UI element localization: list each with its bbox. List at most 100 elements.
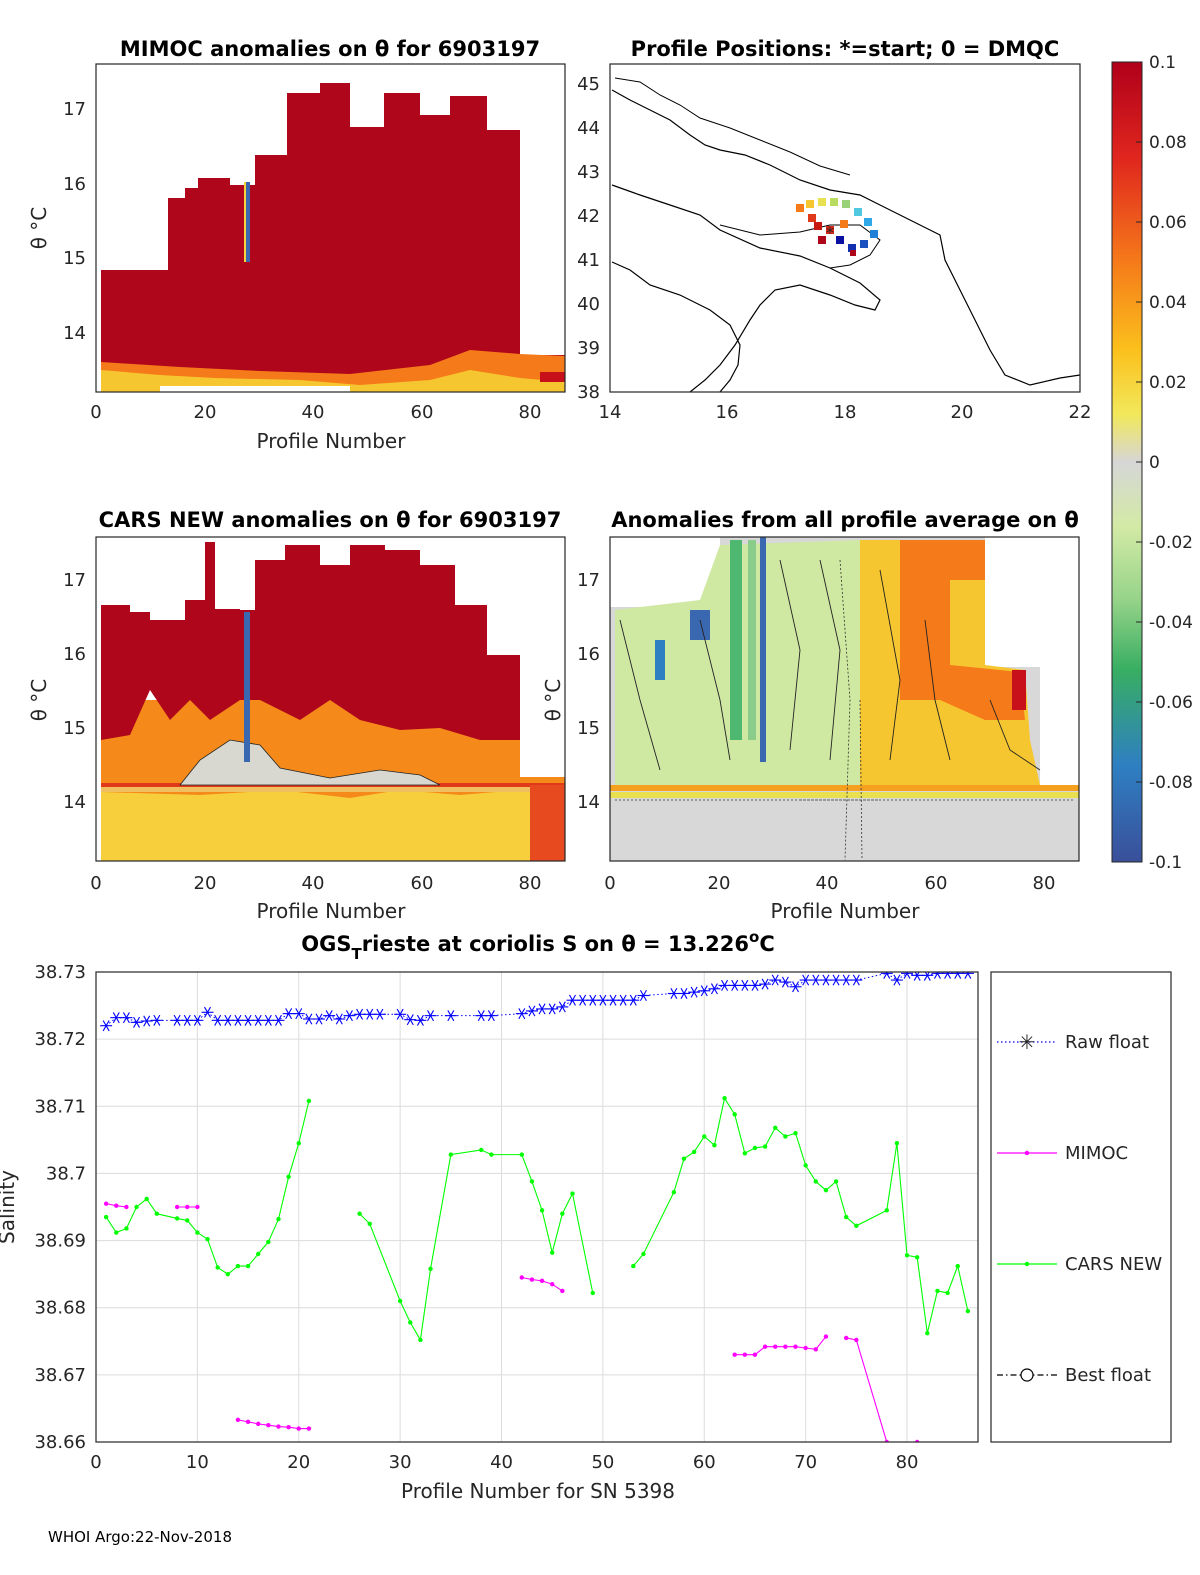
salinity-title-subscript: T — [351, 945, 362, 963]
raw-float-point — [313, 1013, 326, 1025]
mimoc-point — [823, 1334, 829, 1339]
raw-float-point — [840, 974, 853, 986]
positions-xtick: 22 — [1069, 402, 1092, 423]
cars-new-point — [134, 1204, 139, 1210]
mimoc-line — [734, 1336, 827, 1356]
mimoc-ytick: 15 — [63, 248, 86, 269]
cars-white-gap — [101, 537, 126, 605]
cars-new-point — [742, 1151, 748, 1156]
raw-float-point — [738, 979, 751, 991]
raw-float-point — [890, 974, 903, 986]
profile-marker — [796, 204, 804, 212]
cars-white-gap — [215, 537, 255, 609]
colorbar-tick-label: 0.04 — [1149, 293, 1187, 313]
raw-float-point — [698, 985, 711, 997]
mimoc-point — [306, 1426, 312, 1431]
profile-marker — [840, 220, 848, 228]
mimoc-point — [550, 1282, 555, 1287]
cars-new-line — [632, 1096, 969, 1334]
cars-new-point — [681, 1156, 687, 1161]
raw-float-point — [718, 979, 731, 991]
raw-float-point — [150, 1014, 163, 1026]
raw-float-point — [728, 979, 741, 991]
avg-blue-strip — [760, 537, 766, 762]
raw-float-point — [809, 974, 822, 986]
mimoc-point — [174, 1204, 180, 1210]
salinity-ytick: 38.71 — [34, 1096, 86, 1117]
mimoc-point — [560, 1288, 565, 1294]
colorbar-tick-label: 0.02 — [1149, 373, 1187, 393]
cars-deep-red-block — [530, 785, 565, 861]
raw-float-point — [323, 1010, 336, 1022]
raw-float-point — [515, 1008, 528, 1020]
cars-new-point — [529, 1179, 535, 1184]
colorbar-tick-label: -0.04 — [1149, 613, 1193, 633]
cars-new-point — [195, 1230, 200, 1235]
positions-map: * — [611, 77, 1080, 392]
mimoc-warm-field — [101, 73, 565, 392]
salinity-ytick: 38.72 — [34, 1029, 86, 1050]
positions-ytick: 39 — [577, 338, 600, 359]
cars-new-point — [904, 1253, 910, 1258]
cars-white-gap — [520, 537, 565, 777]
cars-axes-frame — [95, 536, 566, 862]
salinity-xtick: 70 — [794, 1452, 817, 1473]
raw-float-point — [586, 994, 599, 1006]
raw-float-point — [607, 994, 620, 1006]
profile-marker — [854, 208, 862, 216]
mimoc-point — [276, 1424, 281, 1429]
profile-marker — [842, 200, 850, 208]
cars-new-point — [833, 1179, 839, 1184]
cars-new-line — [105, 1100, 310, 1275]
cars-new-point — [408, 1320, 413, 1325]
profile-marker — [860, 240, 868, 248]
raw-float-point — [779, 976, 792, 988]
raw-float-point — [181, 1014, 194, 1026]
profile-marker — [808, 214, 816, 222]
mimoc-panel: MIMOC anomalies on θ for 6903197 0 20 40… — [27, 37, 566, 453]
avg-white-area — [985, 537, 1079, 667]
mimoc-point — [529, 1277, 535, 1282]
mimoc-point — [773, 1344, 778, 1349]
cars-xtick: 60 — [411, 873, 434, 894]
salinity-ytick: 38.68 — [34, 1298, 86, 1319]
avg-ytick: 15 — [577, 718, 600, 739]
cars-new-point — [914, 1255, 920, 1260]
raw-float-point — [678, 987, 690, 999]
series-mimoc — [103, 1201, 920, 1442]
mimoc-point — [114, 1203, 119, 1208]
cars-new-point — [114, 1230, 119, 1235]
mimoc-point — [256, 1421, 261, 1427]
raw-float-point — [789, 981, 802, 993]
profile-marker — [830, 198, 838, 206]
mimoc-point — [266, 1423, 271, 1428]
mimoc-title: MIMOC anomalies on θ for 6903197 — [120, 37, 540, 61]
cars-new-point — [235, 1263, 241, 1269]
cars-new-point — [489, 1152, 494, 1157]
raw-float-point — [211, 1014, 224, 1026]
cars-new-point — [560, 1211, 565, 1216]
salinity-title: OGSTrieste at coriolis S on θ = 13.226oC — [301, 928, 774, 963]
profile-marker — [818, 198, 826, 206]
cars-new-point — [519, 1152, 524, 1157]
mimoc-bottom-white — [160, 386, 350, 392]
cars-new-point — [479, 1147, 484, 1153]
profile-marker — [836, 236, 844, 244]
raw-float-point — [901, 972, 914, 979]
mimoc-point — [103, 1201, 109, 1206]
salinity-ytick: 38.73 — [34, 962, 86, 983]
raw-float-point — [414, 1014, 427, 1026]
cars-new-point — [925, 1331, 930, 1336]
cars-new-point — [935, 1288, 940, 1294]
cars-new-point — [691, 1149, 697, 1155]
raw-float-point — [880, 972, 893, 979]
salinity-grid — [95, 971, 978, 1443]
positions-ytick: 40 — [577, 294, 600, 315]
cars-new-point — [205, 1237, 210, 1242]
mimoc-point — [793, 1344, 798, 1349]
mimoc-point — [296, 1426, 301, 1431]
cars-new-point — [266, 1239, 271, 1245]
mimoc-point — [783, 1344, 788, 1349]
raw-float-point — [404, 1014, 417, 1026]
positions-xtick: 20 — [951, 402, 974, 423]
